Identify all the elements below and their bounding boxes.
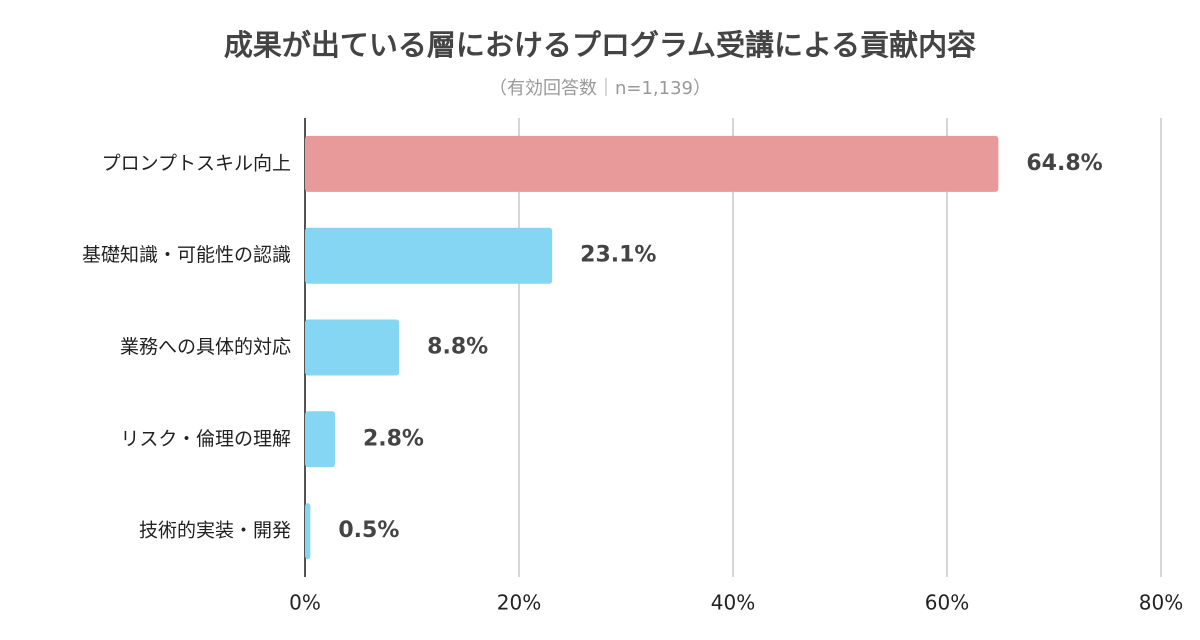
x-tick-label: 0%	[289, 591, 321, 615]
bar	[305, 227, 553, 284]
bar	[305, 135, 999, 192]
y-tick-label: 業務への具体的対応	[120, 336, 291, 358]
x-tick-label: 20%	[497, 591, 541, 615]
bar	[305, 503, 311, 560]
chart-subtitle: （有効回答数｜n=1,139）	[489, 78, 711, 99]
value-label: 23.1%	[580, 243, 656, 268]
bar	[305, 319, 400, 376]
y-tick-label: リスク・倫理の理解	[120, 428, 291, 450]
bar	[305, 411, 335, 468]
value-label: 8.8%	[427, 335, 488, 360]
value-label: 2.8%	[363, 426, 424, 451]
value-label: 64.8%	[1026, 151, 1102, 176]
x-tick-label: 40%	[711, 591, 755, 615]
chart-title: 成果が出ている層におけるプログラム受講による貢献内容	[224, 28, 976, 62]
value-label: 0.5%	[338, 518, 399, 543]
y-tick-label: 技術的実装・開発	[139, 520, 291, 542]
x-tick-label: 60%	[925, 591, 969, 615]
x-tick-label: 80%	[1139, 591, 1183, 615]
y-tick-label: 基礎知識・可能性の認識	[82, 244, 291, 266]
y-tick-label: プロンプトスキル向上	[102, 152, 291, 174]
